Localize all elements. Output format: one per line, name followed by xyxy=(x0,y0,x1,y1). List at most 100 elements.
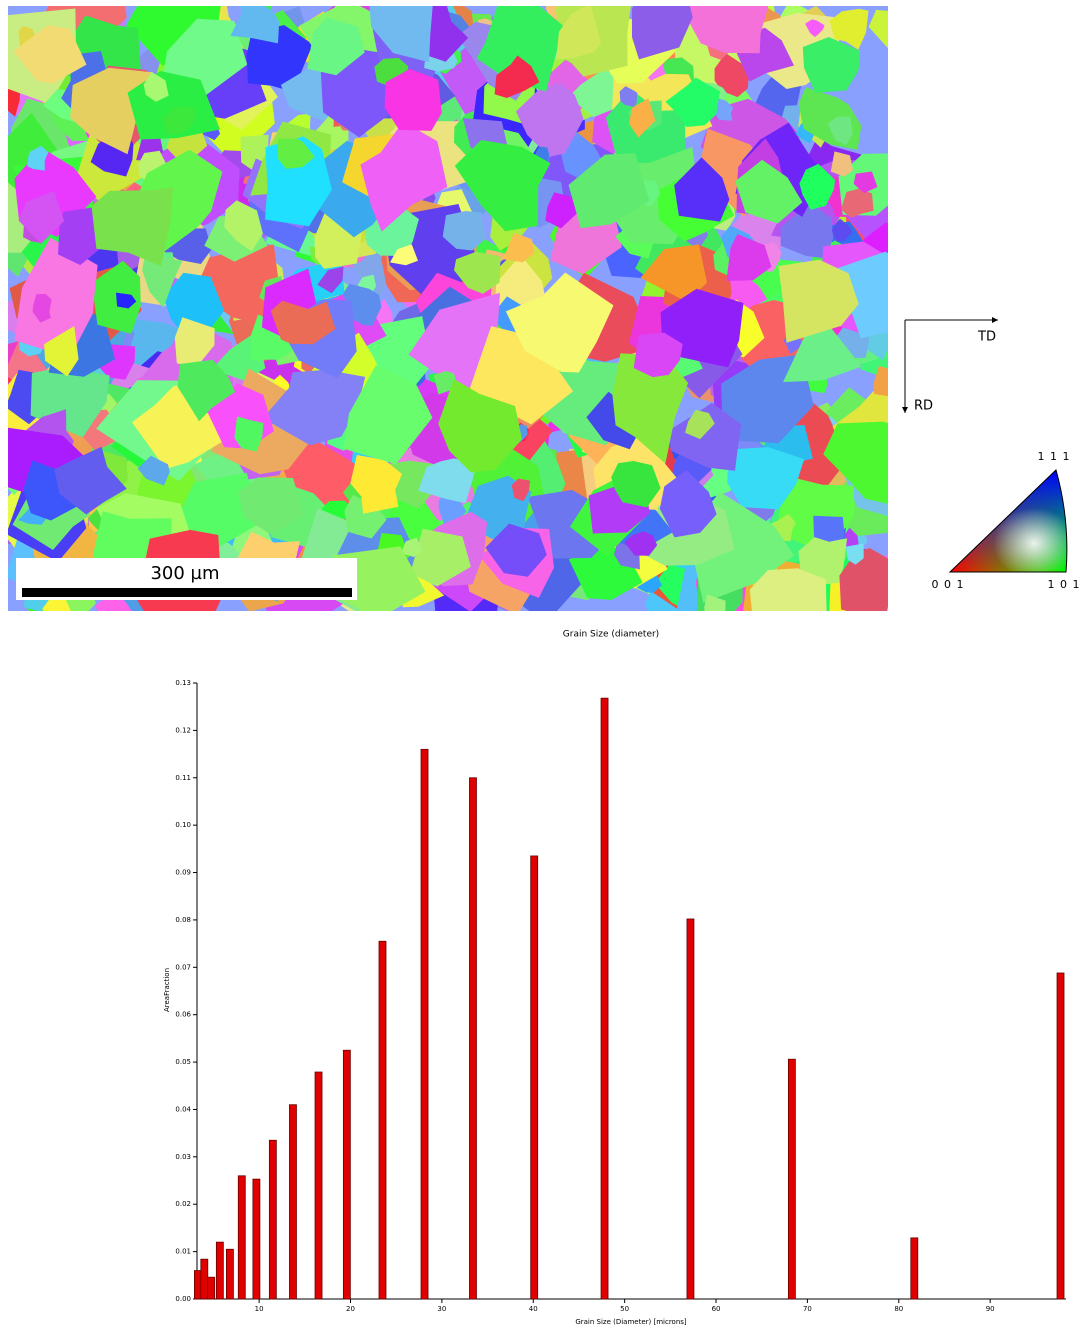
grain xyxy=(868,9,888,49)
grain xyxy=(401,537,424,557)
grain xyxy=(317,266,344,294)
bar xyxy=(314,1071,323,1300)
grain xyxy=(783,325,862,382)
bar xyxy=(215,1241,224,1300)
grain xyxy=(631,6,693,60)
grain xyxy=(827,116,853,146)
bar xyxy=(686,918,695,1300)
bar xyxy=(237,1175,246,1300)
bar xyxy=(469,777,477,1300)
y-tick-label: 0.07 xyxy=(175,963,191,971)
rd-label: RD xyxy=(914,399,933,414)
grain xyxy=(640,244,707,302)
ebsd-map xyxy=(8,6,888,611)
bar xyxy=(268,1139,277,1300)
ipf-001: 0 0 1 xyxy=(932,578,965,591)
grain xyxy=(307,17,365,76)
grain xyxy=(442,211,486,251)
grain xyxy=(505,272,614,373)
y-tick-label: 0.10 xyxy=(175,821,191,829)
y-tick-label: 0.00 xyxy=(175,1295,191,1303)
grain xyxy=(619,86,638,107)
grain xyxy=(161,106,196,136)
x-tick-label: 30 xyxy=(437,1305,446,1313)
ipf-111: 1 1 1 xyxy=(1038,450,1071,463)
grain xyxy=(668,402,742,471)
grain xyxy=(799,163,835,210)
grain xyxy=(8,87,21,117)
grain xyxy=(798,537,848,586)
x-tick-label: 20 xyxy=(346,1305,355,1313)
grain xyxy=(438,378,522,473)
grain xyxy=(735,159,803,224)
grain xyxy=(32,293,52,323)
grain xyxy=(873,365,888,397)
grain xyxy=(749,568,827,611)
grain xyxy=(629,98,656,138)
y-tick-label: 0.11 xyxy=(175,774,191,782)
x-tick-label: 50 xyxy=(620,1305,629,1313)
grain xyxy=(726,234,772,281)
bar xyxy=(252,1178,261,1300)
grain xyxy=(13,25,87,84)
y-tick-label: 0.01 xyxy=(175,1248,191,1256)
x-tick-label: 60 xyxy=(712,1305,721,1313)
grain xyxy=(778,259,859,343)
grain xyxy=(503,233,535,263)
grain xyxy=(780,203,834,259)
x-axis-label: Grain Size (Diameter) [microns] xyxy=(575,1318,687,1326)
grain xyxy=(830,151,853,177)
grain xyxy=(44,326,79,377)
bar xyxy=(910,1237,919,1300)
y-tick-label: 0.03 xyxy=(175,1153,191,1161)
grain xyxy=(224,200,263,252)
bar xyxy=(787,1058,796,1300)
grain xyxy=(511,478,531,502)
grain xyxy=(568,153,650,229)
grain xyxy=(14,237,98,358)
grain xyxy=(516,82,584,157)
grain xyxy=(714,53,750,98)
bar xyxy=(342,1049,351,1300)
grain xyxy=(234,416,264,452)
bar xyxy=(225,1248,234,1300)
grain xyxy=(246,25,313,90)
grain xyxy=(837,251,888,339)
grain xyxy=(454,251,501,294)
bar xyxy=(289,1104,297,1300)
grain xyxy=(680,6,769,54)
grain xyxy=(142,253,183,308)
grain xyxy=(27,145,49,171)
grain xyxy=(633,332,683,378)
x-tick-label: 10 xyxy=(255,1305,264,1313)
grain xyxy=(18,191,65,244)
bar xyxy=(600,697,609,1300)
grain xyxy=(91,187,174,267)
grain xyxy=(845,543,864,565)
grain xyxy=(665,77,720,127)
grain xyxy=(344,494,387,539)
grain xyxy=(54,446,127,515)
x-tick-label: 80 xyxy=(894,1305,903,1313)
y-tick-label: 0.13 xyxy=(175,679,191,687)
grain xyxy=(704,594,726,611)
grain xyxy=(839,548,888,611)
y-tick-label: 0.06 xyxy=(175,1011,191,1019)
y-tick-label: 0.02 xyxy=(175,1200,191,1208)
bar xyxy=(1056,972,1065,1300)
grain xyxy=(70,67,152,155)
y-tick-label: 0.05 xyxy=(175,1058,191,1066)
grain xyxy=(674,157,730,222)
grain xyxy=(805,19,825,37)
y-tick-label: 0.04 xyxy=(175,1105,191,1113)
grain xyxy=(174,317,215,369)
x-tick-label: 40 xyxy=(529,1305,538,1313)
grain xyxy=(853,171,878,194)
grain xyxy=(270,300,336,345)
grain xyxy=(829,8,869,50)
grain xyxy=(390,244,418,266)
grain xyxy=(194,244,280,328)
grain xyxy=(410,528,471,587)
grain xyxy=(454,140,551,232)
grain xyxy=(685,409,715,440)
